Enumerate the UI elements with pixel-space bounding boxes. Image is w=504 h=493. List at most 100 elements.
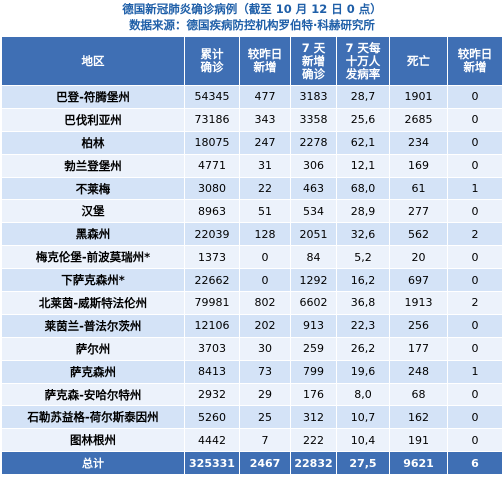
- region-cell: 不莱梅: [1, 176, 185, 201]
- 7day-new-cell: 6602: [290, 291, 337, 315]
- total-7day-incidence-cell: 27,5: [336, 451, 390, 476]
- table-row: 柏林 18075 247 2278 62,1 234 0: [1, 130, 503, 155]
- region-cell: 巴伐利亚州: [1, 107, 185, 132]
- deaths-cell: 562: [389, 222, 448, 247]
- region-cell: 图林根州: [1, 428, 185, 453]
- region-cell: 巴登-符腾堡州: [1, 85, 185, 109]
- region-cell: 石勒苏益格-荷尔斯泰因州: [1, 405, 185, 430]
- 7day-new-cell: 2278: [290, 130, 337, 155]
- table-row: 下萨克森州* 22662 0 1292 16,2 697 0: [1, 268, 503, 293]
- region-cell: 莱茵兰-普法尔茨州: [1, 313, 185, 338]
- deaths-cell: 697: [389, 268, 448, 293]
- deaths-cell: 177: [389, 336, 448, 361]
- new-cases-cell: 7: [239, 428, 291, 453]
- total-cases-cell: 8963: [184, 199, 240, 224]
- data-source: 数据来源：德国疾病防控机构罗伯特·科赫研究所: [129, 18, 375, 32]
- 7day-incidence-cell: 28,9: [336, 199, 390, 224]
- deaths-cell: 61: [389, 176, 448, 201]
- table-row: 梅克伦堡-前波莫瑞州* 1373 0 84 5,2 20 0: [1, 245, 503, 270]
- deaths-cell: 169: [389, 153, 448, 178]
- table-row: 图林根州 4442 7 222 10,4 191 0: [1, 428, 503, 453]
- 7day-new-cell: 3358: [290, 107, 337, 132]
- new-deaths-cell: 0: [447, 199, 503, 224]
- total-cases-cell: 22039: [184, 222, 240, 247]
- new-deaths-cell: 0: [447, 153, 503, 178]
- deaths-cell: 1901: [389, 85, 448, 109]
- region-cell: 萨尔州: [1, 336, 185, 361]
- 7day-incidence-cell: 28,7: [336, 85, 390, 109]
- total-deaths-cell: 9621: [389, 451, 448, 476]
- table-row: 勃兰登堡州 4771 31 306 12,1 169 0: [1, 153, 503, 178]
- covid-cases-table: 地区 累计 确诊 较昨日 新增 7 天新增 确诊 7 天每 十万人 发病率 死亡 较昨日新…: [1, 36, 503, 476]
- 7day-new-cell: 222: [290, 428, 337, 453]
- table-row: 莱茵兰-普法尔茨州 12106 202 913 22,3 256 0: [1, 313, 503, 338]
- region-cell: 萨克森州: [1, 359, 185, 384]
- total-total-cases-cell: 325331: [184, 451, 240, 476]
- 7day-incidence-cell: 10,7: [336, 405, 390, 430]
- deaths-cell: 234: [389, 130, 448, 155]
- 7day-incidence-cell: 68,0: [336, 176, 390, 201]
- new-deaths-cell: 0: [447, 382, 503, 407]
- new-deaths-cell: 0: [447, 336, 503, 361]
- total-cases-cell: 79981: [184, 291, 240, 315]
- total-cases-cell: 3703: [184, 336, 240, 361]
- new-deaths-cell: 0: [447, 85, 503, 109]
- table-row: 黑森州 22039 128 2051 32,6 562 2: [1, 222, 503, 247]
- region-cell: 萨克森-安哈尔特州: [1, 382, 185, 407]
- new-deaths-cell: 0: [447, 130, 503, 155]
- 7day-new-cell: 84: [290, 245, 337, 270]
- table-row: 萨克森州 8413 73 799 19,6 248 1: [1, 359, 503, 384]
- new-deaths-cell: 0: [447, 405, 503, 430]
- total-cases-cell: 5260: [184, 405, 240, 430]
- new-cases-cell: 22: [239, 176, 291, 201]
- new-cases-cell: 30: [239, 336, 291, 361]
- region-cell: 北莱茵-威斯特法伦州: [1, 291, 185, 315]
- new-deaths-cell: 1: [447, 359, 503, 384]
- region-cell: 柏林: [1, 130, 185, 155]
- total-cases-cell: 4771: [184, 153, 240, 178]
- 7day-incidence-cell: 36,8: [336, 291, 390, 315]
- deaths-cell: 2685: [389, 107, 448, 132]
- deaths-cell: 162: [389, 405, 448, 430]
- 7day-incidence-cell: 19,6: [336, 359, 390, 384]
- 7day-new-cell: 2051: [290, 222, 337, 247]
- 7day-incidence-cell: 22,3: [336, 313, 390, 338]
- 7day-new-cell: 534: [290, 199, 337, 224]
- header-7day-incidence: 7 天每 十万人 发病率: [336, 36, 390, 86]
- region-cell: 梅克伦堡-前波莫瑞州*: [1, 245, 185, 270]
- 7day-new-cell: 1292: [290, 268, 337, 293]
- 7day-incidence-cell: 26,2: [336, 336, 390, 361]
- total-region-cell: 总计: [1, 451, 185, 476]
- 7day-new-cell: 306: [290, 153, 337, 178]
- deaths-cell: 20: [389, 245, 448, 270]
- table-row: 不莱梅 3080 22 463 68,0 61 1: [1, 176, 503, 201]
- 7day-incidence-cell: 62,1: [336, 130, 390, 155]
- total-new-cases-cell: 2467: [239, 451, 291, 476]
- new-cases-cell: 0: [239, 245, 291, 270]
- total-row: 总计 325331 2467 22832 27,5 9621 6: [1, 451, 503, 476]
- 7day-new-cell: 176: [290, 382, 337, 407]
- new-cases-cell: 0: [239, 268, 291, 293]
- deaths-cell: 68: [389, 382, 448, 407]
- 7day-new-cell: 312: [290, 405, 337, 430]
- table-row: 巴伐利亚州 73186 343 3358 25,6 2685 0: [1, 107, 503, 132]
- new-deaths-cell: 0: [447, 268, 503, 293]
- 7day-new-cell: 259: [290, 336, 337, 361]
- table-row: 巴登-符腾堡州 54345 477 3183 28,7 1901 0: [1, 85, 503, 109]
- new-cases-cell: 802: [239, 291, 291, 315]
- 7day-incidence-cell: 10,4: [336, 428, 390, 453]
- table-row: 萨尔州 3703 30 259 26,2 177 0: [1, 336, 503, 361]
- new-cases-cell: 51: [239, 199, 291, 224]
- total-7day-new-cell: 22832: [290, 451, 337, 476]
- deaths-cell: 256: [389, 313, 448, 338]
- new-deaths-cell: 0: [447, 313, 503, 338]
- region-cell: 勃兰登堡州: [1, 153, 185, 178]
- 7day-new-cell: 3183: [290, 85, 337, 109]
- header-new-deaths: 较昨日 新增: [447, 36, 503, 86]
- new-deaths-cell: 0: [447, 107, 503, 132]
- deaths-cell: 1913: [389, 291, 448, 315]
- new-cases-cell: 477: [239, 85, 291, 109]
- header-7day-new: 7 天新增 确诊: [290, 36, 337, 86]
- total-cases-cell: 12106: [184, 313, 240, 338]
- new-cases-cell: 25: [239, 405, 291, 430]
